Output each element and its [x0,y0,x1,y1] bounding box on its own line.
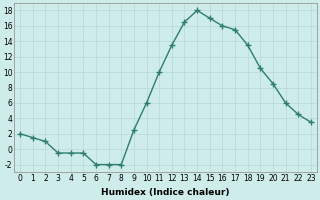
X-axis label: Humidex (Indice chaleur): Humidex (Indice chaleur) [101,188,230,197]
